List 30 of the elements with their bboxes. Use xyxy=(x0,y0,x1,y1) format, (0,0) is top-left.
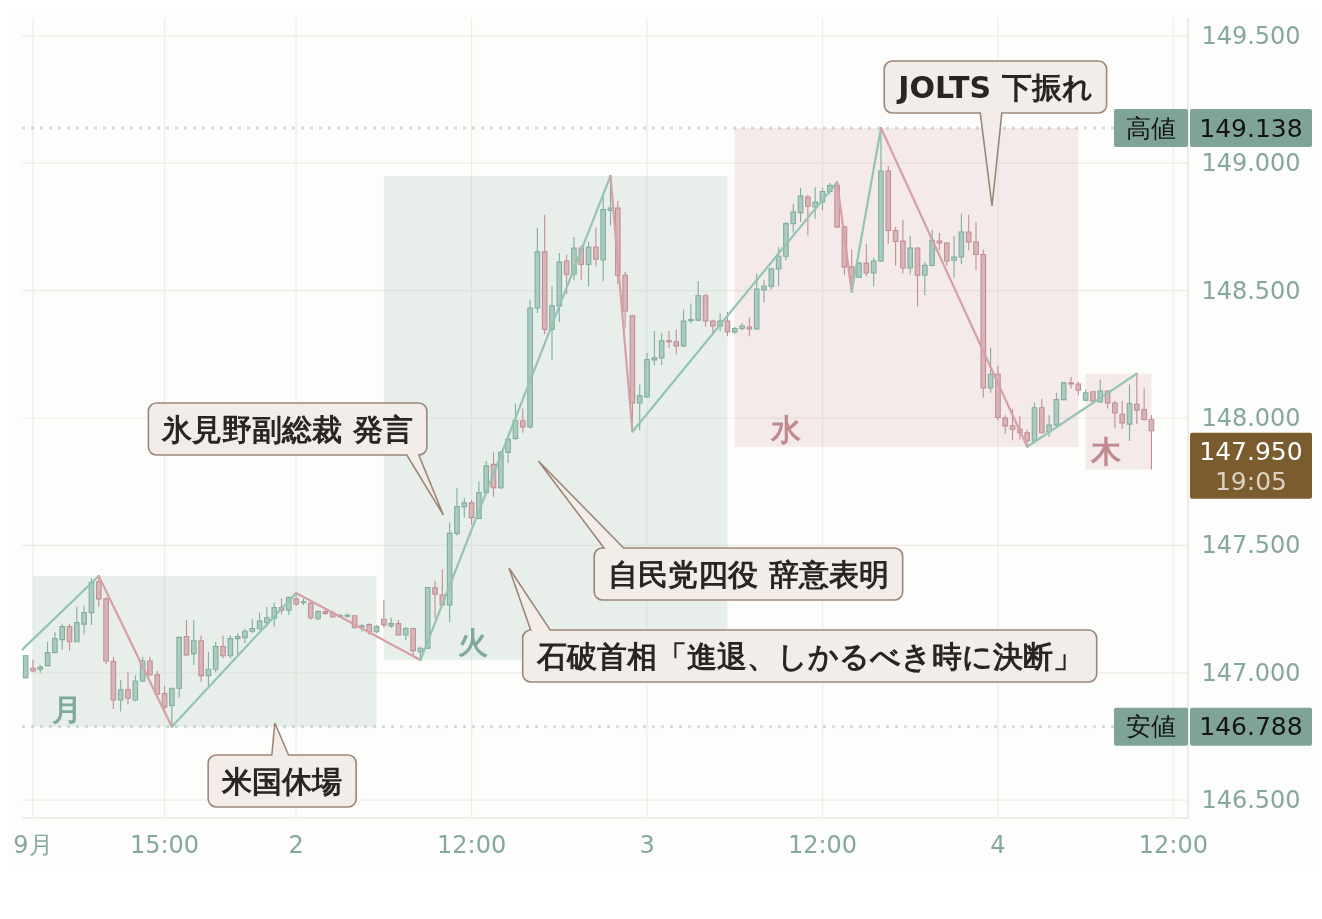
x-tick-label: 12:00 xyxy=(437,831,507,859)
annotation: 自民党四役 辞意表明 xyxy=(608,557,889,592)
y-tick-label: 147.000 xyxy=(1201,658,1301,687)
y-tick-label: 149.500 xyxy=(1201,21,1301,50)
annotation: 米国休場 xyxy=(221,764,343,799)
annotation: 石破首相「進退、しかるべき時に決断」 xyxy=(535,639,1083,674)
y-tick-label: 149.000 xyxy=(1201,149,1301,178)
band-label: 水 xyxy=(769,411,802,447)
x-tick-label: 2 xyxy=(288,831,304,859)
y-tick-label: 148.000 xyxy=(1201,404,1301,432)
text: 19:05 xyxy=(1214,466,1288,496)
annotation: 氷見野副総裁 発言 xyxy=(161,412,413,447)
x-tick-label: 9月 xyxy=(13,831,53,859)
band-label: 月 xyxy=(50,691,82,727)
ref-line-label: 高値 xyxy=(1126,113,1176,143)
x-tick-label: 3 xyxy=(639,831,655,859)
text: 147.950 xyxy=(1199,436,1303,466)
x-tick-label: 12:00 xyxy=(1138,831,1208,859)
y-tick-label: 148.500 xyxy=(1201,276,1301,305)
y-tick-label: 147.500 xyxy=(1201,531,1301,560)
x-tick-label: 4 xyxy=(990,831,1006,859)
text: 146.788 xyxy=(1199,712,1303,742)
band-label: 火 xyxy=(457,625,488,661)
band-label: 木 xyxy=(1089,434,1122,470)
ref-line-label: 安値 xyxy=(1126,712,1176,742)
y-tick-label: 146.500 xyxy=(1201,786,1301,815)
x-tick-label: 12:00 xyxy=(787,831,858,859)
annotation: JOLTS 下振れ xyxy=(896,70,1093,105)
x-tick-label: 15:00 xyxy=(129,831,200,859)
text: 149.138 xyxy=(1199,113,1303,143)
